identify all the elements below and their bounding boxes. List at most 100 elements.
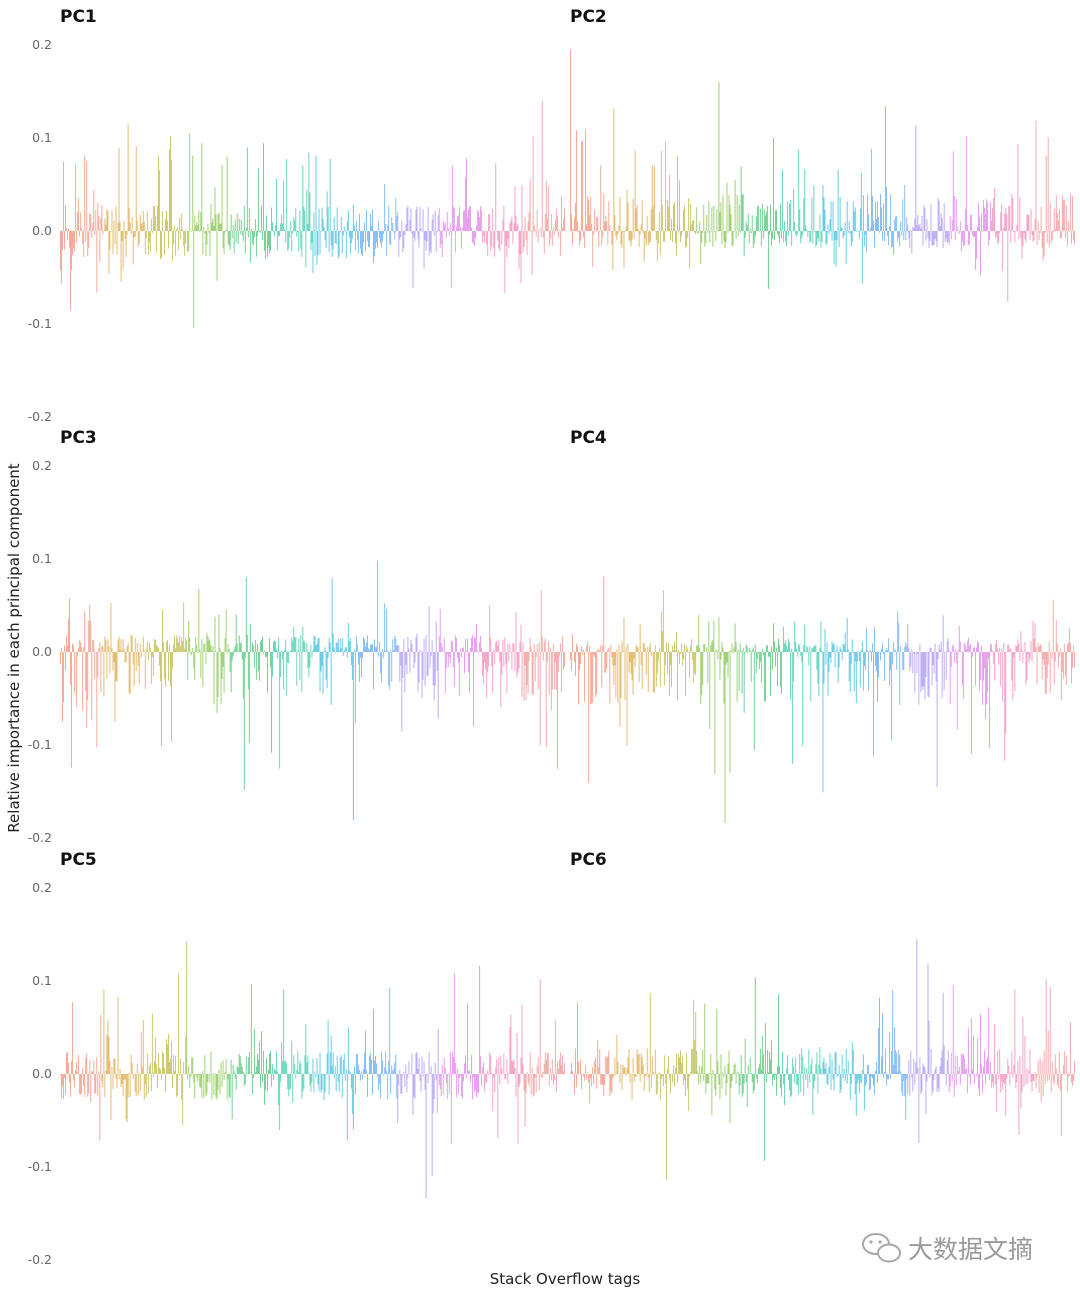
bar (450, 1074, 452, 1144)
bar (947, 231, 949, 243)
bar (921, 215, 923, 231)
y-tick-label: -0.1 (28, 737, 52, 752)
bar (357, 231, 359, 254)
bar (559, 643, 561, 652)
bar (149, 1062, 151, 1074)
bar (405, 1064, 407, 1074)
bar (719, 212, 721, 231)
bar (981, 213, 982, 231)
bar (880, 652, 881, 661)
bar (954, 1055, 956, 1074)
bar (340, 648, 342, 652)
bar (676, 1053, 677, 1074)
bar (545, 1059, 547, 1074)
bar (891, 1050, 893, 1074)
bar (215, 651, 217, 653)
bar (614, 215, 616, 231)
bar (523, 652, 525, 701)
bar (870, 652, 872, 662)
bar (1025, 231, 1027, 243)
bar (1018, 231, 1020, 240)
bar (858, 652, 860, 662)
bar (258, 652, 260, 681)
bar (85, 231, 87, 242)
bar (351, 1074, 353, 1115)
bar (995, 1074, 997, 1085)
bar (927, 652, 929, 697)
bar (213, 1074, 215, 1095)
bar (247, 1057, 249, 1074)
bar (98, 648, 100, 652)
bar (182, 228, 184, 231)
bar (591, 1074, 593, 1087)
bar (456, 652, 458, 658)
bar (422, 1074, 424, 1077)
bar (1029, 1049, 1031, 1074)
bar (399, 1069, 401, 1074)
bar (978, 642, 979, 652)
bar (845, 650, 847, 652)
bar (708, 621, 710, 652)
bar (1049, 652, 1051, 693)
bar (107, 211, 109, 231)
bar (655, 231, 657, 240)
bar (152, 652, 154, 677)
bar (505, 652, 507, 665)
bar (506, 231, 508, 258)
bar (822, 652, 824, 793)
bar (336, 1055, 338, 1074)
bar (259, 231, 261, 233)
bar (523, 1074, 525, 1091)
bar (709, 231, 711, 243)
bar (179, 635, 181, 652)
bar (321, 1074, 323, 1090)
bar (939, 1065, 941, 1074)
bar (664, 142, 666, 231)
bar (1015, 1074, 1017, 1089)
bar (788, 638, 790, 652)
bar (228, 649, 230, 652)
bar (142, 211, 144, 231)
bar (892, 652, 894, 665)
bar (512, 1061, 514, 1074)
bar (259, 641, 261, 652)
bar (92, 639, 94, 652)
bar (459, 227, 461, 231)
bar (588, 1074, 590, 1083)
bar (109, 231, 111, 250)
bar (897, 231, 899, 242)
bar (413, 652, 415, 669)
bar (153, 205, 155, 231)
bar (1043, 652, 1045, 666)
bar (539, 228, 541, 231)
bar (367, 1074, 368, 1097)
bar (601, 1074, 603, 1085)
bar (158, 170, 160, 231)
bar (473, 652, 474, 727)
bar (562, 218, 564, 231)
bar (234, 220, 236, 231)
bar (706, 214, 708, 231)
bar (697, 1071, 699, 1074)
bar (672, 1074, 673, 1083)
bar (436, 1074, 438, 1113)
bar (228, 231, 230, 246)
bar (157, 1053, 159, 1074)
bar (1006, 213, 1008, 231)
bar (785, 231, 787, 242)
bar (573, 229, 574, 231)
bar (233, 649, 235, 652)
bar (802, 231, 804, 235)
bar (177, 1074, 179, 1096)
bar (331, 231, 333, 257)
watermark-text: 大数据文摘 (908, 1235, 1033, 1264)
bar (175, 648, 177, 652)
bar (499, 231, 501, 252)
bar (467, 1003, 468, 1074)
bar (691, 224, 693, 231)
bar (909, 1074, 911, 1096)
bar (377, 560, 379, 652)
bar (659, 1074, 661, 1100)
bar (1030, 641, 1032, 652)
bar (128, 1072, 130, 1074)
